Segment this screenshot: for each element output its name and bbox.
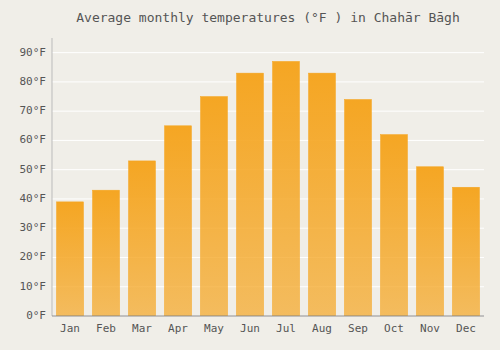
bars xyxy=(57,61,480,316)
y-tick-label: 90°F xyxy=(20,46,47,59)
bar xyxy=(381,135,408,316)
x-tick-label: Feb xyxy=(96,322,116,335)
grid-line xyxy=(52,140,484,141)
bar xyxy=(453,187,480,316)
x-tick-label: Jul xyxy=(276,322,296,335)
bar xyxy=(201,97,228,316)
y-tick-label: 0°F xyxy=(26,309,46,322)
title: Average monthly temperatures (°F ) in Ch… xyxy=(76,10,460,25)
grid-line xyxy=(52,316,484,317)
y-tick-label: 20°F xyxy=(20,250,47,263)
bar xyxy=(129,161,156,316)
grid-line xyxy=(52,81,484,82)
x-tick-label: Aug xyxy=(312,322,332,335)
y-tick-label: 50°F xyxy=(20,163,47,176)
bar xyxy=(93,190,120,316)
x-tick-label: May xyxy=(204,322,224,335)
bar xyxy=(309,73,336,316)
grid-line xyxy=(52,111,484,112)
y-tick-label: 60°F xyxy=(20,133,47,146)
y-tick-label: 80°F xyxy=(20,75,47,88)
x-tick-label: Apr xyxy=(168,322,188,335)
bar xyxy=(165,126,192,316)
y-axis-line xyxy=(52,38,53,316)
y-tick-label: 10°F xyxy=(20,280,47,293)
bar xyxy=(273,61,300,316)
y-tick-label: 40°F xyxy=(20,192,47,205)
bar xyxy=(345,99,372,316)
x-tick-label: Jan xyxy=(60,322,80,335)
x-tick-label: Mar xyxy=(132,322,152,335)
y-tick-label: 70°F xyxy=(20,104,47,117)
grid-line xyxy=(52,52,484,53)
bar xyxy=(417,167,444,316)
plot: 0°F 10°F 20°F 30°F 40°F 50°F 60°F 70°F 80°F 90°F J… xyxy=(20,38,485,335)
bar xyxy=(237,73,264,316)
y-tick-label: 30°F xyxy=(20,221,47,234)
x-tick-label: Nov xyxy=(420,322,440,335)
x-tick-label: Dec xyxy=(456,322,476,335)
x-axis-line xyxy=(52,316,484,317)
chart: 0°F 10°F 20°F 30°F 40°F 50°F 60°F 70°F 80°F 90°F J… xyxy=(0,0,500,350)
background xyxy=(0,0,500,350)
x-tick-label: Jun xyxy=(240,322,260,335)
chart-container: 0°F 10°F 20°F 30°F 40°F 50°F 60°F 70°F 80°F 90°F J… xyxy=(0,0,500,350)
x-tick-label: Oct xyxy=(384,322,404,335)
y-grid xyxy=(52,53,484,316)
x-tick-label: Sep xyxy=(348,322,368,335)
bar xyxy=(57,202,84,316)
